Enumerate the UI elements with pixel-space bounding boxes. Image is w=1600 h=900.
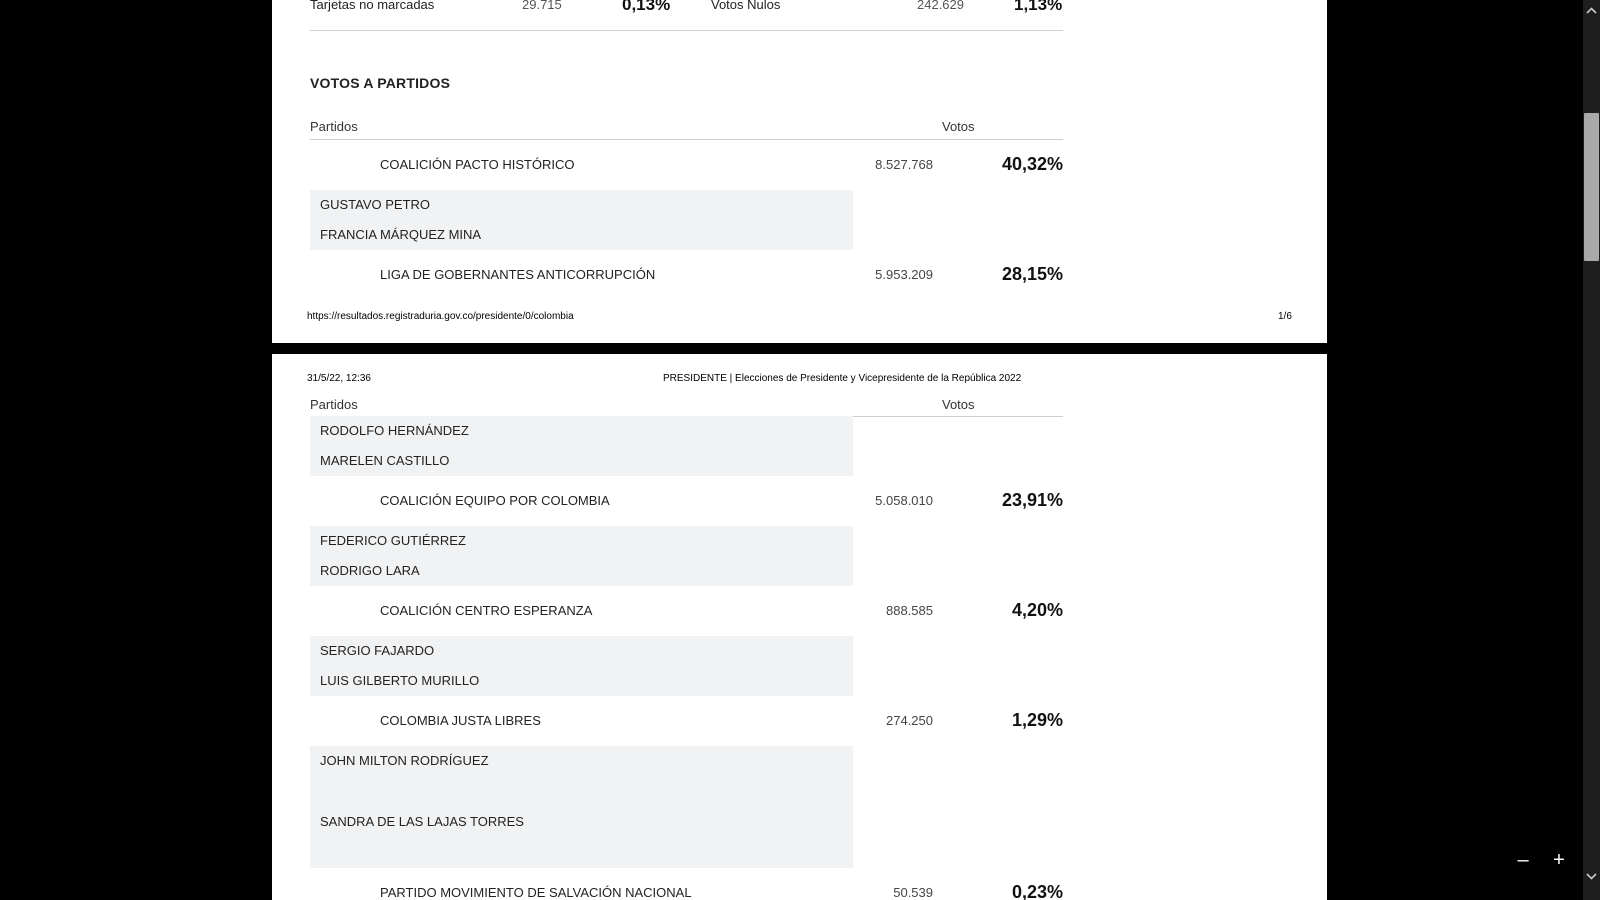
candidate-vice: RODRIGO LARA [320, 563, 420, 578]
party-name: LIGA DE GOBERNANTES ANTICORRUPCIÓN [380, 267, 656, 282]
candidate-president: JOHN MILTON RODRÍGUEZ [320, 753, 489, 768]
col-head-partidos: Partidos [310, 119, 358, 134]
summary-label-unmarked: Tarjetas no marcadas [310, 0, 435, 12]
summary-value-null: 242.629 [917, 0, 964, 12]
candidate-box: RODOLFO HERNÁNDEZ MARELEN CASTILLO [310, 416, 853, 476]
candidate-president: RODOLFO HERNÁNDEZ [320, 423, 469, 438]
party-pct: 0,23% [1011, 882, 1063, 900]
col-head-votos: Votos [942, 119, 975, 134]
zoom-in-button[interactable]: + [1553, 849, 1565, 871]
summary-pct-unmarked: 0,13% [622, 0, 671, 14]
party-name: COALICIÓN CENTRO ESPERANZA [380, 603, 593, 618]
vertical-scrollbar[interactable] [1583, 0, 1600, 900]
chevron-down-icon[interactable] [1583, 868, 1600, 885]
candidate-vice: FRANCIA MÁRQUEZ MINA [320, 227, 482, 242]
party-pct: 1,29% [1011, 710, 1063, 730]
summary-pct-null: 1,13% [1014, 0, 1063, 14]
candidate-president: SERGIO FAJARDO [320, 643, 435, 658]
summary-value-unmarked: 29.715 [522, 0, 562, 12]
party-votes: 5.058.010 [875, 493, 933, 508]
party-votes: 5.953.209 [875, 267, 933, 282]
candidate-vice: LUIS GILBERTO MURILLO [320, 673, 480, 688]
candidate-vice: SANDRA DE LAS LAJAS TORRES [320, 814, 524, 829]
header-divider [310, 139, 1063, 140]
pdf-page-1: Tarjetas no marcadas 29.715 0,13% Votos … [272, 0, 1327, 343]
party-name: COALICIÓN PACTO HISTÓRICO [380, 157, 575, 172]
page-header-title: PRESIDENTE | Elecciones de Presidente y … [663, 373, 1022, 384]
scrollbar-thumb[interactable] [1584, 113, 1599, 261]
party-pct: 40,32% [1001, 154, 1063, 174]
page-footer-number: 1/6 [1278, 311, 1292, 322]
party-votes: 888.585 [886, 603, 933, 618]
party-name: COALICIÓN EQUIPO POR COLOMBIA [380, 493, 610, 508]
col-head-votos: Votos [942, 397, 975, 412]
page-footer-url: https://resultados.registraduria.gov.co/… [307, 311, 574, 322]
section-title: VOTOS A PARTIDOS [310, 75, 451, 91]
party-pct: 4,20% [1011, 600, 1063, 620]
col-head-partidos: Partidos [310, 397, 358, 412]
party-votes: 274.250 [886, 713, 933, 728]
divider [310, 30, 1063, 31]
candidate-vice: MARELEN CASTILLO [320, 453, 450, 468]
chevron-up-icon[interactable] [1583, 2, 1600, 19]
summary-label-null: Votos Nulos [711, 0, 781, 12]
zoom-out-button[interactable]: – [1517, 849, 1529, 871]
candidate-president: GUSTAVO PETRO [320, 197, 431, 212]
candidate-box: FEDERICO GUTIÉRREZ RODRIGO LARA [310, 526, 853, 586]
page-header-datetime: 31/5/22, 12:36 [307, 373, 371, 384]
party-pct: 28,15% [1001, 264, 1063, 284]
pdf-page-2: 31/5/22, 12:36 PRESIDENTE | Elecciones d… [272, 354, 1327, 900]
candidate-box: GUSTAVO PETRO FRANCIA MÁRQUEZ MINA [310, 190, 853, 250]
party-name: COLOMBIA JUSTA LIBRES [380, 713, 541, 728]
candidate-box: SERGIO FAJARDO LUIS GILBERTO MURILLO [310, 636, 853, 696]
party-pct: 23,91% [1001, 490, 1063, 510]
party-votes: 50.539 [893, 885, 933, 900]
party-votes: 8.527.768 [875, 157, 933, 172]
candidate-president: FEDERICO GUTIÉRREZ [320, 533, 466, 548]
candidate-box: JOHN MILTON RODRÍGUEZ SANDRA DE LAS LAJA… [310, 746, 853, 868]
party-name: PARTIDO MOVIMIENTO DE SALVACIÓN NACIONAL [380, 885, 692, 900]
